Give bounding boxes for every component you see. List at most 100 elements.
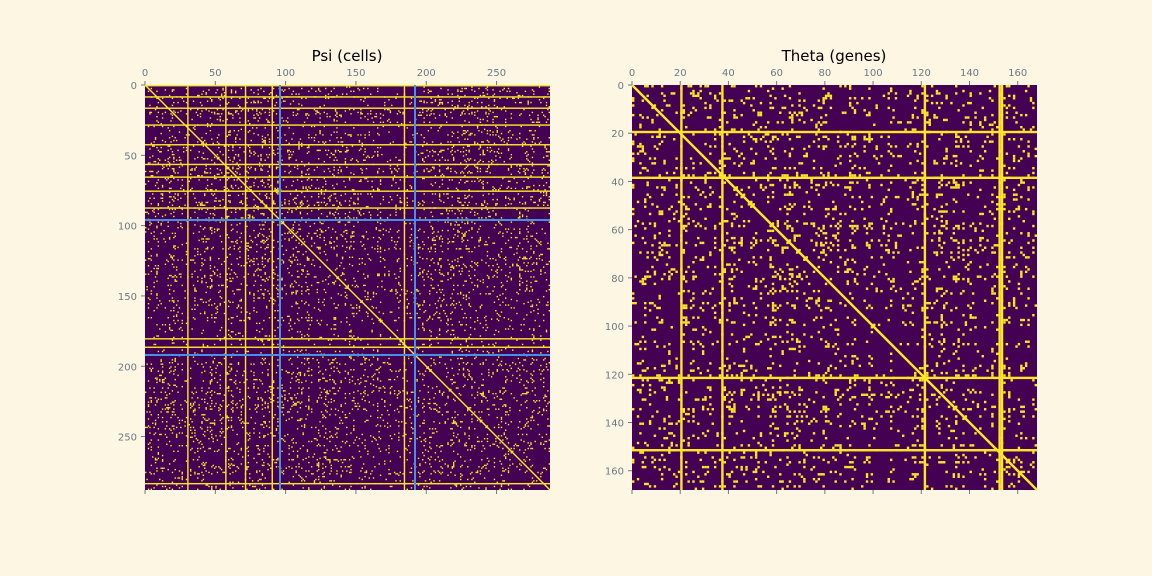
heatmap-cell [493, 151, 496, 153]
heatmap-cell [305, 457, 307, 460]
heatmap-cell [493, 99, 496, 101]
heatmap-cell [156, 270, 158, 273]
heatmap-cell [254, 422, 257, 424]
heatmap-cell [322, 463, 324, 465]
heatmap-cell [146, 478, 148, 481]
heatmap-cell [364, 137, 366, 139]
heatmap-cell [496, 106, 498, 108]
heatmap-cell [353, 428, 355, 430]
heatmap-cell [157, 304, 160, 306]
heatmap-cell [351, 235, 354, 237]
heatmap-cell [191, 391, 193, 393]
heatmap-cell [230, 184, 233, 187]
heatmap-cell [192, 259, 195, 261]
heatmap-cell [334, 357, 337, 360]
heatmap-cell [499, 97, 501, 100]
heatmap-cell [242, 193, 244, 195]
heatmap-cell [281, 117, 283, 119]
heatmap-cell [264, 402, 266, 405]
heatmap-cell [336, 208, 338, 211]
heatmap-cell [341, 245, 344, 247]
heatmap-cell [475, 203, 477, 205]
heatmap-cell [263, 279, 265, 281]
heatmap-cell [296, 349, 299, 351]
heatmap-cell [513, 253, 515, 256]
heatmap-cell [319, 248, 321, 250]
heatmap-cell [263, 141, 265, 143]
heatmap-cell [417, 246, 420, 249]
heatmap-cell [247, 214, 250, 216]
heatmap-cell [215, 200, 217, 202]
heatmap-cell [291, 293, 293, 295]
heatmap-cell [482, 183, 484, 185]
heatmap-cell [455, 265, 458, 267]
heatmap-cell [163, 229, 165, 232]
heatmap-cell [147, 380, 150, 382]
heatmap-cell [348, 217, 351, 219]
heatmap-cell [240, 447, 243, 450]
heatmap-cell [247, 177, 250, 180]
heatmap-cell [164, 397, 167, 399]
heatmap-cell [190, 436, 192, 438]
heatmap-cell [524, 203, 527, 205]
heatmap-cell [298, 378, 300, 381]
heatmap-cell [339, 217, 341, 219]
heatmap-cell [357, 197, 359, 199]
heatmap-cell [291, 405, 293, 408]
heatmap-cell [519, 212, 521, 215]
heatmap-cell [422, 159, 424, 161]
heatmap-cell [209, 391, 212, 393]
heatmap-cell [258, 478, 261, 481]
heatmap-cell [152, 155, 154, 157]
heatmap-cell [350, 236, 352, 239]
heatmap-cell [289, 103, 292, 105]
heatmap-cell [306, 256, 309, 258]
heatmap-cell [325, 380, 327, 382]
heatmap-cell [292, 224, 295, 226]
heatmap-cell [329, 139, 331, 142]
heatmap-cell [292, 255, 295, 257]
heatmap-cell [268, 153, 271, 156]
heatmap-cell [277, 166, 279, 168]
heatmap-cell [301, 175, 303, 177]
heatmap-cell [170, 284, 172, 287]
heatmap-cell [479, 280, 482, 282]
heatmap-cell [353, 359, 355, 361]
heatmap-cell [246, 204, 248, 206]
heatmap-cell [322, 134, 324, 136]
heatmap-cell [526, 287, 528, 289]
heatmap-cell [423, 284, 425, 287]
heatmap-cell [317, 87, 320, 90]
heatmap-cell [261, 239, 264, 242]
heatmap-cell [236, 407, 238, 409]
heatmap-cell [274, 189, 276, 191]
heatmap-cell [157, 350, 160, 353]
heatmap-cell [505, 256, 507, 258]
heatmap-cell [226, 286, 228, 288]
heatmap-cell [527, 177, 529, 180]
heatmap-cell [496, 203, 498, 205]
heatmap-cell [298, 145, 300, 147]
heatmap-cell [423, 141, 425, 143]
heatmap-cell [287, 151, 289, 153]
heatmap-cell [467, 204, 469, 206]
heatmap-cell [171, 257, 174, 260]
heatmap-cell [289, 256, 292, 258]
heatmap-cell [503, 141, 505, 143]
heatmap-cell [486, 243, 489, 246]
heatmap-cell [441, 229, 444, 232]
heatmap-cell [544, 189, 546, 191]
heatmap-cell [514, 187, 517, 190]
heatmap-cell [249, 122, 251, 125]
heatmap-cell [277, 387, 279, 389]
heatmap-cell [288, 411, 290, 413]
heatmap-cell [488, 277, 490, 280]
heatmap-cell [295, 293, 297, 295]
heatmap-cell [347, 134, 349, 136]
heatmap-cell [389, 228, 392, 230]
heatmap-cell [226, 167, 228, 170]
heatmap-cell [391, 170, 393, 173]
heatmap-cell [441, 183, 444, 185]
heatmap-cell [452, 236, 455, 239]
heatmap-cell [159, 300, 161, 302]
